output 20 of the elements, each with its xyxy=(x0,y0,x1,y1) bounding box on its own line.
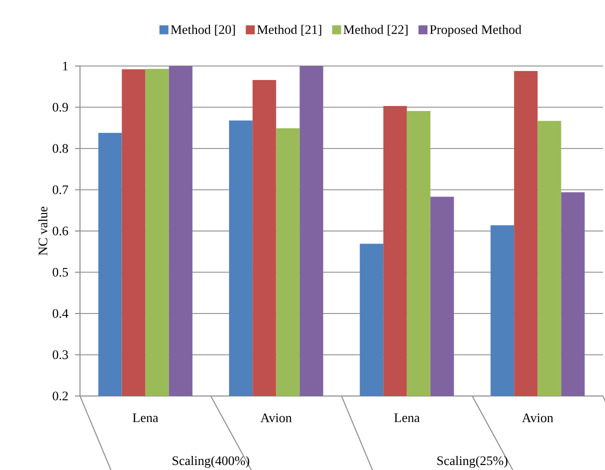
y-tick-label: 0.4 xyxy=(52,309,68,318)
y-tick-label: 0.5 xyxy=(52,268,68,277)
y-tick-label: 0.8 xyxy=(52,144,68,153)
x-tick-label: Avion xyxy=(260,414,292,422)
x-tick-label: Avion xyxy=(522,414,554,422)
y-tick-label: 1 xyxy=(63,62,68,70)
text: Scaling(25%) xyxy=(437,456,508,468)
x-tick-label: Lena xyxy=(132,414,158,422)
y-tick-label: 0.9 xyxy=(52,102,68,112)
y-axis-title: NC value xyxy=(38,206,48,256)
y-tick-label: 0.6 xyxy=(52,226,68,236)
y-tick-label: 0.2 xyxy=(52,392,68,400)
y-tick-label: 0.7 xyxy=(52,185,68,194)
y-tick-label: 0.3 xyxy=(52,350,68,360)
x-tick-label: Lena xyxy=(394,414,420,422)
text: Scaling(400%) xyxy=(172,456,250,468)
legend-label: Proposed Method xyxy=(430,24,522,37)
legend-label: Method [20] xyxy=(170,24,235,36)
legend-label: Method [22] xyxy=(344,24,408,36)
legend-label: Method [21] xyxy=(257,24,322,36)
